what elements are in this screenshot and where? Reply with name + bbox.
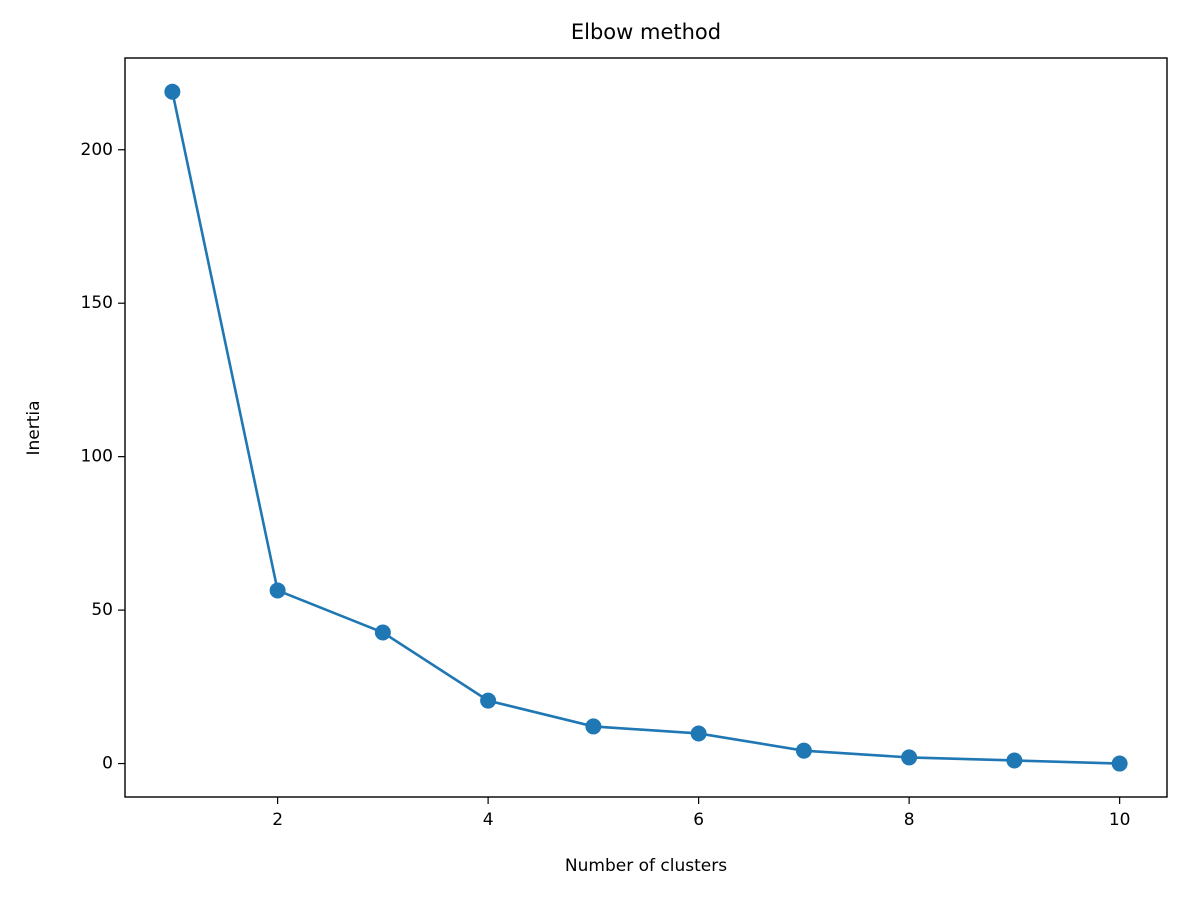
point-marker — [901, 749, 918, 766]
y-axis-label: Inertia — [24, 400, 44, 455]
x-tick-label: 10 — [1109, 810, 1131, 830]
x-tick-label: 2 — [272, 810, 283, 830]
y-tick-label: 150 — [81, 293, 113, 313]
x-axis-label: Number of clusters — [565, 856, 727, 876]
line-series — [171, 91, 1120, 765]
point-marker — [1006, 752, 1023, 769]
x-tick-label: 4 — [483, 810, 494, 830]
point-marker — [795, 742, 812, 759]
point-marker — [374, 624, 391, 641]
y-tick-label: 100 — [81, 447, 113, 467]
y-tick-label: 0 — [102, 754, 113, 774]
point-marker — [690, 725, 707, 742]
point-marker — [585, 718, 602, 735]
x-tick-label: 8 — [904, 810, 915, 830]
x-tick-label: 6 — [693, 810, 704, 830]
point-marker — [164, 83, 181, 100]
y-tick-label: 50 — [91, 600, 113, 620]
chart-title: Elbow method — [571, 20, 721, 44]
plot-frame — [124, 57, 1168, 798]
point-marker — [269, 582, 286, 599]
point-marker — [1111, 755, 1128, 772]
point-marker — [480, 692, 497, 709]
y-tick-label: 200 — [81, 140, 113, 160]
